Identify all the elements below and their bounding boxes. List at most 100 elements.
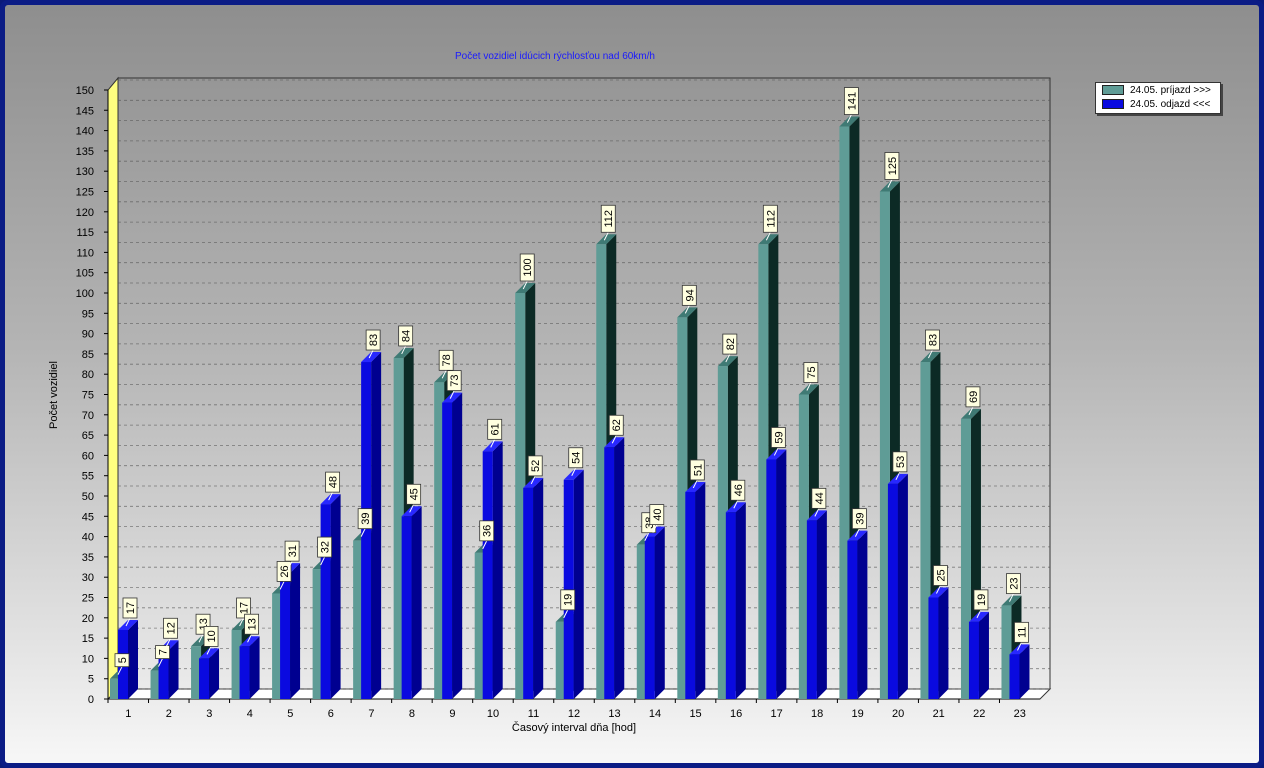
data-label-box: [608, 414, 624, 436]
data-label-leader: [320, 556, 326, 566]
bar-arrival: [555, 621, 566, 699]
bar-arrival: [393, 357, 404, 699]
bar-departure: [523, 487, 534, 699]
data-label: 73: [449, 374, 461, 386]
bar-side-departure: [128, 619, 138, 699]
y-tick-label: 120: [76, 207, 94, 219]
y-tick-label: 20: [82, 613, 94, 625]
data-label-box: [122, 597, 138, 619]
data-label: 5: [117, 657, 129, 663]
y-tick-label: 30: [82, 572, 94, 584]
bar-top-departure: [1009, 644, 1030, 655]
data-label: 94: [684, 289, 696, 301]
data-label: 141: [846, 92, 858, 110]
y-tick-label: 105: [76, 268, 94, 280]
bar-top-departure: [442, 392, 463, 403]
data-label-box: [1006, 573, 1021, 595]
y-tick-label: 145: [76, 105, 94, 117]
bar-departure: [725, 512, 736, 699]
y-tick-label: 80: [82, 369, 94, 381]
bar-top-departure: [928, 587, 949, 598]
data-label-leader: [725, 353, 731, 363]
data-label-box: [527, 455, 543, 477]
x-axis-label: Časový interval dňa [hod]: [512, 721, 636, 734]
data-label-box: [203, 626, 219, 647]
data-label-box: [892, 451, 908, 473]
bar-top-departure: [482, 441, 503, 452]
bar-top-arrival: [515, 283, 536, 293]
x-tick-label: 14: [649, 708, 661, 720]
data-label: 36: [482, 525, 494, 537]
data-label: 11: [1016, 627, 1028, 638]
bar-arrival: [839, 126, 850, 700]
bar-top-departure: [118, 619, 138, 630]
data-label-leader: [287, 560, 293, 570]
data-label: 52: [530, 460, 542, 472]
bar-side-departure: [411, 506, 422, 699]
bar-top-arrival: [596, 234, 617, 245]
bar-side-departure: [614, 437, 625, 699]
data-label: 100: [522, 258, 534, 276]
data-label: 112: [603, 210, 615, 228]
bar-top-departure: [766, 449, 787, 460]
y-tick-label: 140: [76, 126, 94, 138]
bar-departure: [847, 540, 858, 699]
bar-arrival: [879, 191, 890, 699]
data-label: 82: [725, 338, 737, 350]
bar-arrival: [1001, 605, 1012, 699]
y-tick-label: 125: [76, 187, 94, 199]
legend-swatch-arrival: [1102, 85, 1124, 95]
data-label-box: [965, 386, 981, 408]
bar-side-departure: [816, 510, 827, 699]
data-label: 48: [328, 476, 340, 488]
legend-item-arrival: 24.05. príjazd >>>: [1096, 83, 1220, 97]
bar-side-departure: [330, 494, 341, 699]
bar-arrival: [758, 244, 769, 699]
data-label-leader: [360, 528, 366, 537]
data-label-leader: [279, 581, 285, 590]
data-label-leader: [854, 528, 860, 537]
data-label: 78: [441, 354, 453, 366]
data-label: 32: [320, 541, 332, 553]
data-label-box: [722, 333, 738, 355]
bar-side-departure: [938, 587, 949, 699]
bar-side-departure: [695, 481, 706, 699]
bar-departure: [239, 646, 250, 699]
x-tick-label: 22: [973, 708, 985, 720]
data-label: 75: [806, 366, 818, 378]
data-label-leader: [692, 479, 698, 489]
y-tick-label: 70: [82, 410, 94, 422]
data-label-box: [681, 284, 697, 306]
bar-arrival: [960, 418, 971, 699]
bar-departure: [401, 516, 412, 699]
y-tick-label: 85: [82, 349, 94, 361]
x-tick-label: 21: [933, 708, 945, 720]
data-label-box: [438, 349, 454, 371]
bar-side-departure: [249, 636, 260, 699]
data-label-leader: [368, 349, 374, 359]
data-label-box: [487, 418, 503, 440]
data-label: 40: [652, 508, 664, 520]
data-label-leader: [166, 638, 171, 647]
bar-departure: [442, 402, 453, 699]
x-tick-label: 18: [811, 708, 823, 720]
data-label-leader: [328, 491, 334, 501]
bar-top-arrival: [798, 384, 819, 395]
bar-top-departure: [401, 506, 422, 517]
bar-top-departure: [725, 502, 746, 513]
data-label: 61: [490, 423, 502, 435]
y-tick-label: 50: [82, 491, 94, 503]
x-tick-label: 23: [1014, 708, 1026, 720]
bar-top-departure: [523, 477, 544, 488]
data-label-leader: [239, 617, 245, 627]
data-label-box: [762, 204, 778, 233]
data-label-leader: [441, 370, 447, 379]
data-label: 112: [765, 210, 777, 228]
x-tick-label: 4: [247, 708, 253, 720]
bar-side-departure: [857, 530, 868, 699]
data-label-box: [357, 508, 373, 530]
x-tick-label: 15: [689, 708, 701, 720]
data-label-leader: [247, 633, 253, 643]
data-label-box: [244, 613, 259, 635]
y-tick-label: 115: [76, 227, 94, 239]
